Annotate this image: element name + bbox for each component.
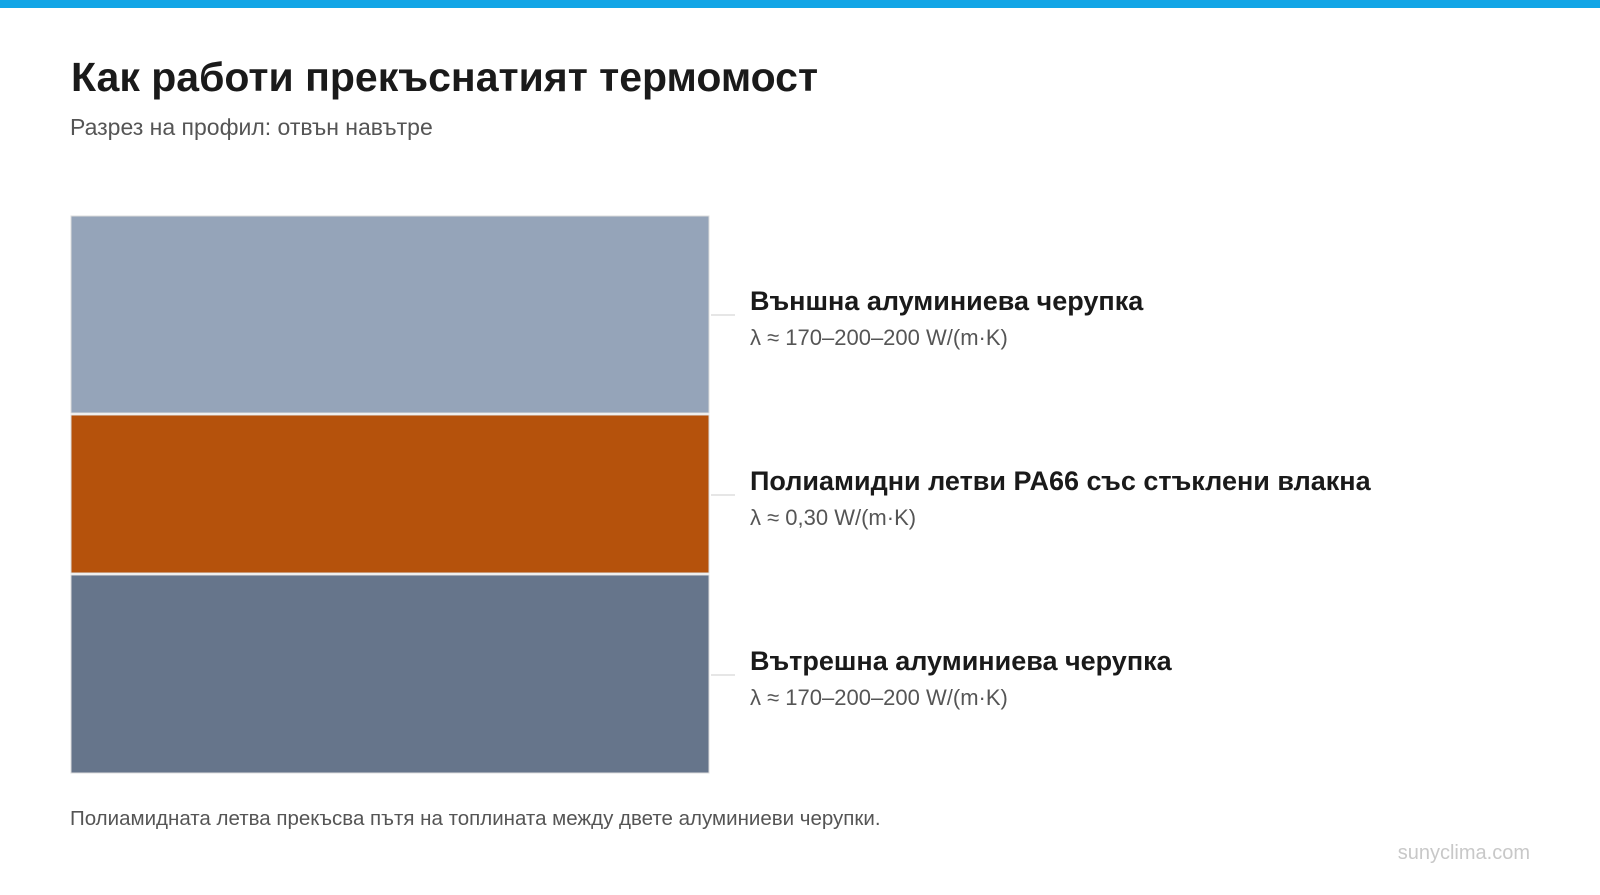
layer-detail: λ ≈ 0,30 W/(m·K) (750, 505, 916, 530)
top-bar (0, 0, 1600, 8)
title: Как работи прекъснатият термомост (71, 54, 818, 100)
inner-shell (70, 574, 710, 774)
subtitle: Разрез на профил: отвън навътре (70, 114, 433, 140)
footnote: Полиамидната летва прекъсва пътя на топл… (70, 807, 881, 830)
outer-shell (70, 215, 710, 414)
layer-detail: λ ≈ 170–200–200 W/(m·K) (750, 685, 1008, 710)
layer-label: Вътрешна алуминиева черупка (750, 646, 1173, 676)
polyamide-strip (70, 414, 710, 574)
layer-label: Полиамидни летви PA66 със стъклени влакн… (750, 466, 1372, 496)
layer-label: Външна алуминиева черупка (750, 286, 1144, 316)
watermark: sunyclima.com (1398, 842, 1530, 864)
layer-detail: λ ≈ 170–200–200 W/(m·K) (750, 325, 1008, 350)
